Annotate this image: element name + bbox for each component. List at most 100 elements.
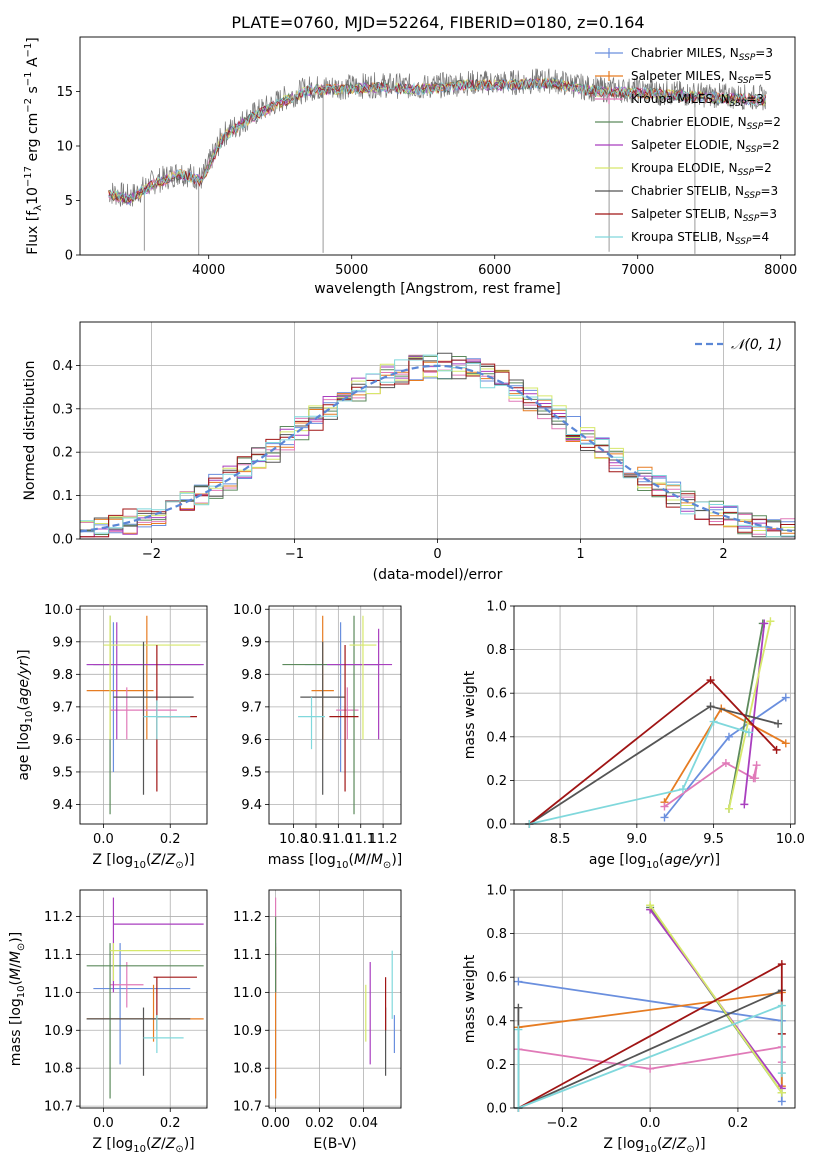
weight-marker (706, 702, 715, 711)
legend-label-4: Chabrier ELODIE, NSSP=2 (631, 115, 781, 132)
x-axis-label-part: E(B-V) (313, 1136, 356, 1152)
x-axis-label-part: ⊙ (383, 860, 391, 871)
y-tick-label: 9.9 (241, 635, 262, 650)
x-tick-label: 11.2 (369, 832, 398, 847)
x-tick-label: 11.0 (324, 832, 353, 847)
x-tick-label: 4000 (192, 263, 225, 278)
y-axis-label-part: Normed distribution (22, 361, 38, 501)
x-axis-label-part: Z (150, 1136, 161, 1152)
legend-label-end: =2 (762, 138, 780, 152)
y-tick-label: 0.6 (486, 687, 507, 702)
x-axis-label-part: mass [log (268, 852, 336, 868)
y-axis-label-part: Flux [f (25, 210, 41, 255)
weight-marker (646, 901, 655, 910)
mass-vs-EBV-plot (275, 897, 395, 1099)
x-axis-label-part: )] (184, 1136, 195, 1152)
y-axis-label-part: −2 (23, 98, 34, 113)
x-axis-label-part: Z [log (92, 852, 133, 868)
x-axis-label-part: M (354, 852, 366, 868)
y-tick-label: 0.4 (486, 730, 507, 745)
y-tick-label: 10.7 (233, 1100, 262, 1115)
x-axis-label-part: Z (676, 1136, 687, 1152)
weight-marker (777, 1069, 786, 1078)
x-tick-label: 9.0 (626, 832, 647, 847)
weight-marker (724, 804, 733, 813)
y-axis-label-part: −1 (23, 71, 34, 86)
y-tick-label: 11.1 (44, 948, 73, 963)
y-tick-label: 0.4 (486, 1014, 507, 1029)
figure-title: PLATE=0760, MJD=52264, FIBERID=0180, z=0… (231, 13, 644, 32)
y-axis-label-part: )] (8, 932, 24, 943)
x-axis-label: (data-model)/error (373, 567, 503, 583)
y-tick-label: 0.0 (486, 1102, 507, 1117)
x-tick-label: 10.9 (302, 832, 331, 847)
histogram-9 (80, 354, 795, 538)
panel-age-vs-mass: 10.810.911.011.111.2 9.4 9.5 9.6 9.7 9.8 9.9 10… (233, 603, 402, 871)
y-axis-label-part: / (8, 963, 24, 968)
axes-frame (268, 889, 402, 1109)
x-axis-label-part: ⊙ (686, 1144, 694, 1155)
x-axis-label-part: Z (150, 852, 161, 868)
panel-mass-vs-EBV: 0.00 0.02 0.04 10.7 10.8 10.9 11.0 11.1 11.2 E(B-… (233, 889, 402, 1152)
legend-label-main: Chabrier ELODIE, N (631, 115, 747, 129)
legend-label-main: Salpeter STELIB, N (631, 207, 743, 221)
y-tick-label: 9.6 (52, 733, 73, 748)
x-tick-label: 0.0 (93, 832, 114, 847)
weight-marker (766, 617, 775, 626)
weight-marker (760, 619, 769, 628)
x-tick-label: 0.2 (160, 1116, 181, 1131)
weight-marker (752, 761, 761, 770)
normal-curve (80, 364, 793, 533)
y-tick-label: 9.8 (52, 668, 73, 683)
legend-label-end: =2 (763, 115, 781, 129)
y-axis-label-part: erg cm (25, 113, 41, 166)
weight-marker (709, 717, 718, 726)
x-axis-label: age [log10(age/yr)] (589, 852, 720, 871)
x-axis-label: Z [log10(Z/Z⊙)] (603, 1136, 705, 1155)
weight-marker (514, 1003, 523, 1012)
y-tick-label: 10.9 (233, 1024, 262, 1039)
age-vs-mass-plot (282, 615, 393, 815)
y-tick-label: 9.6 (241, 733, 262, 748)
x-tick-label: −2 (142, 547, 161, 562)
y-axis-label-part: ( (16, 705, 32, 710)
y-tick-label: 15 (56, 85, 73, 100)
legend-label-main: Kroupa STELIB, N (631, 230, 735, 244)
weight-marker (781, 693, 790, 702)
x-axis-label-part: ( (659, 852, 664, 868)
legend-label-sub: SSP (738, 168, 755, 178)
y-axis-label-part: M (8, 968, 24, 980)
y-tick-label: 9.5 (52, 765, 73, 780)
legend-label-sub: SSP (745, 145, 762, 155)
legend-label-end: =5 (754, 69, 772, 83)
legend-label-sub: SSP (747, 122, 764, 132)
x-axis-label-part: Z (661, 1136, 672, 1152)
x-tick-label: 0.2 (728, 1116, 749, 1131)
legend-label-8: Salpeter STELIB, NSSP=3 (631, 207, 777, 224)
x-axis-label-part: ⊙ (175, 860, 183, 871)
x-tick-label: 0.04 (349, 1116, 378, 1131)
panel-residuals: −2 −1 0 1 2 0.0 0.1 0.2 0.3 0.4 (data-model)/error… (22, 321, 796, 583)
legend: 𝒩(0, 1) (695, 337, 782, 353)
y-tick-label: 11.0 (44, 986, 73, 1001)
x-axis-label-part: age/yr (664, 852, 710, 868)
x-axis-label-part: 10 (336, 860, 349, 871)
weight-marker (721, 758, 730, 767)
y-axis-label-part: λ (33, 205, 44, 211)
axes-frame (79, 321, 796, 540)
x-tick-label: 0.2 (160, 832, 181, 847)
y-tick-label: 9.4 (52, 798, 73, 813)
x-axis-label-part: / (672, 1136, 677, 1152)
legend-label-7: Chabrier STELIB, NSSP=3 (631, 184, 778, 201)
weight-line-9 (529, 720, 750, 825)
y-tick-label: 9.7 (52, 700, 73, 715)
x-tick-label: 6000 (478, 263, 511, 278)
y-axis-label: Flux [fλ10−17 erg cm−2 s−1 A−1] (23, 37, 44, 255)
y-tick-label: 9.5 (241, 765, 262, 780)
x-axis-label: Z [log10(Z/Z⊙)] (92, 1136, 194, 1155)
model-spectrum-9 (108, 77, 767, 203)
panel-weight-vs-Z: −0.2 0.0 0.20.00.20.40.60.81.0Z [log10(Z/Z… (462, 884, 796, 1155)
y-tick-label: 0.2 (486, 774, 507, 789)
y-axis-label: mass [log10(M/M⊙)] (8, 932, 27, 1067)
